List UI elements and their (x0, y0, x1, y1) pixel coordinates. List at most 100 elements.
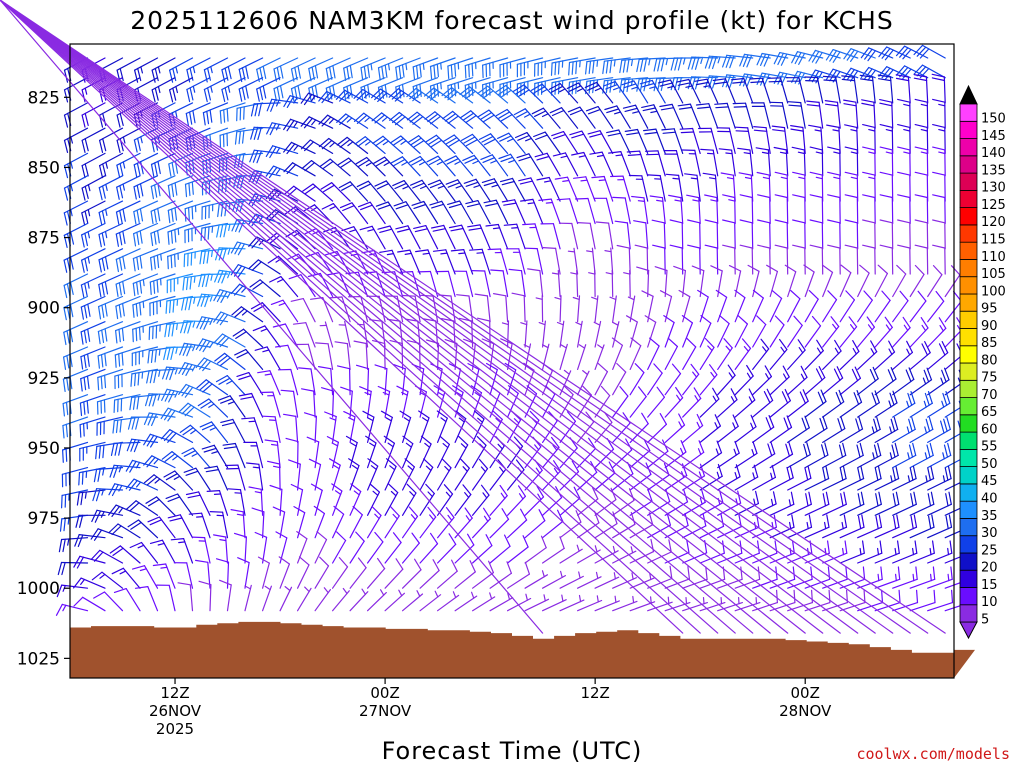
barb-staff (471, 133, 491, 154)
wind-barb (827, 219, 841, 250)
barb-staff (647, 577, 673, 589)
barb-full (219, 224, 224, 238)
barb-staff (0, 0, 806, 634)
barb-full (840, 416, 846, 430)
wind-barb (379, 249, 404, 275)
barb-full (253, 126, 259, 140)
barb-full (132, 396, 136, 410)
barb-half (823, 521, 827, 530)
barb-staff (367, 390, 372, 418)
barb-full (441, 458, 452, 469)
barb-half (623, 272, 631, 275)
barb-full (196, 316, 203, 329)
barb-staff (60, 561, 89, 564)
barb-full (459, 86, 471, 96)
barb-half (523, 113, 531, 118)
barb-full (653, 363, 663, 374)
barb-full (498, 153, 512, 160)
wind-barb (320, 182, 351, 202)
wind-barb (927, 540, 953, 564)
barb-full (97, 376, 100, 391)
wind-barb (932, 123, 946, 154)
wind-barb (494, 84, 526, 104)
barb-half (192, 320, 196, 328)
barb-full (464, 507, 473, 519)
wind-barb (720, 172, 736, 202)
barb-staff (383, 156, 404, 177)
wind-barb (219, 579, 232, 612)
barb-half (877, 573, 880, 582)
wind-barb (98, 248, 124, 273)
barb-full (481, 178, 495, 183)
barb-full (395, 558, 404, 570)
barb-full (103, 399, 106, 413)
barb-staff (143, 565, 159, 589)
wind-barb (524, 247, 544, 275)
barb-full (824, 103, 839, 107)
barb-full (207, 87, 211, 101)
barb-full (310, 483, 323, 491)
barb-full (390, 506, 400, 517)
barb-staff (271, 98, 299, 104)
barb-full (895, 491, 900, 505)
barb-full (792, 171, 806, 176)
wind-barb (536, 176, 561, 202)
barb-staff (550, 198, 561, 225)
wind-barb (914, 123, 929, 154)
wind-barb (699, 440, 723, 469)
wind-barb (804, 465, 830, 491)
barb-staff (647, 269, 650, 298)
wind-barb (209, 511, 229, 539)
wind-barb (93, 467, 124, 483)
barb-staff (909, 273, 925, 298)
barb-full (810, 589, 814, 604)
barb-full (654, 266, 668, 272)
barb-full (104, 328, 108, 342)
barb-full (418, 410, 430, 419)
barb-staff (752, 348, 770, 370)
wind-barb (234, 127, 264, 145)
wind-barb (682, 413, 704, 443)
wind-barb (249, 149, 281, 164)
wind-barb (504, 362, 517, 396)
barb-staff (516, 223, 526, 250)
barb-full (169, 299, 172, 314)
wind-barb (80, 248, 106, 273)
barb-full (914, 219, 928, 224)
barb-full (286, 96, 295, 109)
wind-barb (181, 447, 211, 469)
barb-full (188, 182, 191, 197)
barb-half (553, 467, 559, 475)
barb-full (670, 57, 675, 71)
barb-staff (622, 175, 631, 202)
barb-staff (594, 344, 605, 370)
barb-staff (612, 295, 617, 323)
wind-barb (787, 101, 806, 129)
barb-full (681, 315, 694, 324)
barb-staff (874, 526, 900, 539)
barb-full (195, 357, 205, 369)
barb-full (445, 137, 458, 145)
wind-barb (507, 485, 527, 516)
wind-barb (405, 318, 421, 348)
barb-half (275, 168, 281, 175)
barb-full (454, 63, 457, 77)
barb-full (686, 539, 690, 554)
barb-half (405, 442, 412, 448)
barb-full (339, 115, 350, 126)
wind-barb (249, 279, 281, 298)
barb-full (527, 268, 541, 272)
barb-staff (629, 524, 654, 539)
barb-staff (262, 562, 270, 589)
wind-barb (259, 391, 281, 418)
wind-barbs (0, 0, 971, 634)
wind-barb (857, 514, 883, 539)
barb-full (533, 110, 547, 118)
barb-full (938, 317, 947, 329)
barb-full (705, 566, 708, 580)
barb-full (910, 515, 914, 530)
barb-full (756, 315, 767, 326)
barb-full (237, 243, 245, 256)
wind-barb (559, 594, 585, 612)
